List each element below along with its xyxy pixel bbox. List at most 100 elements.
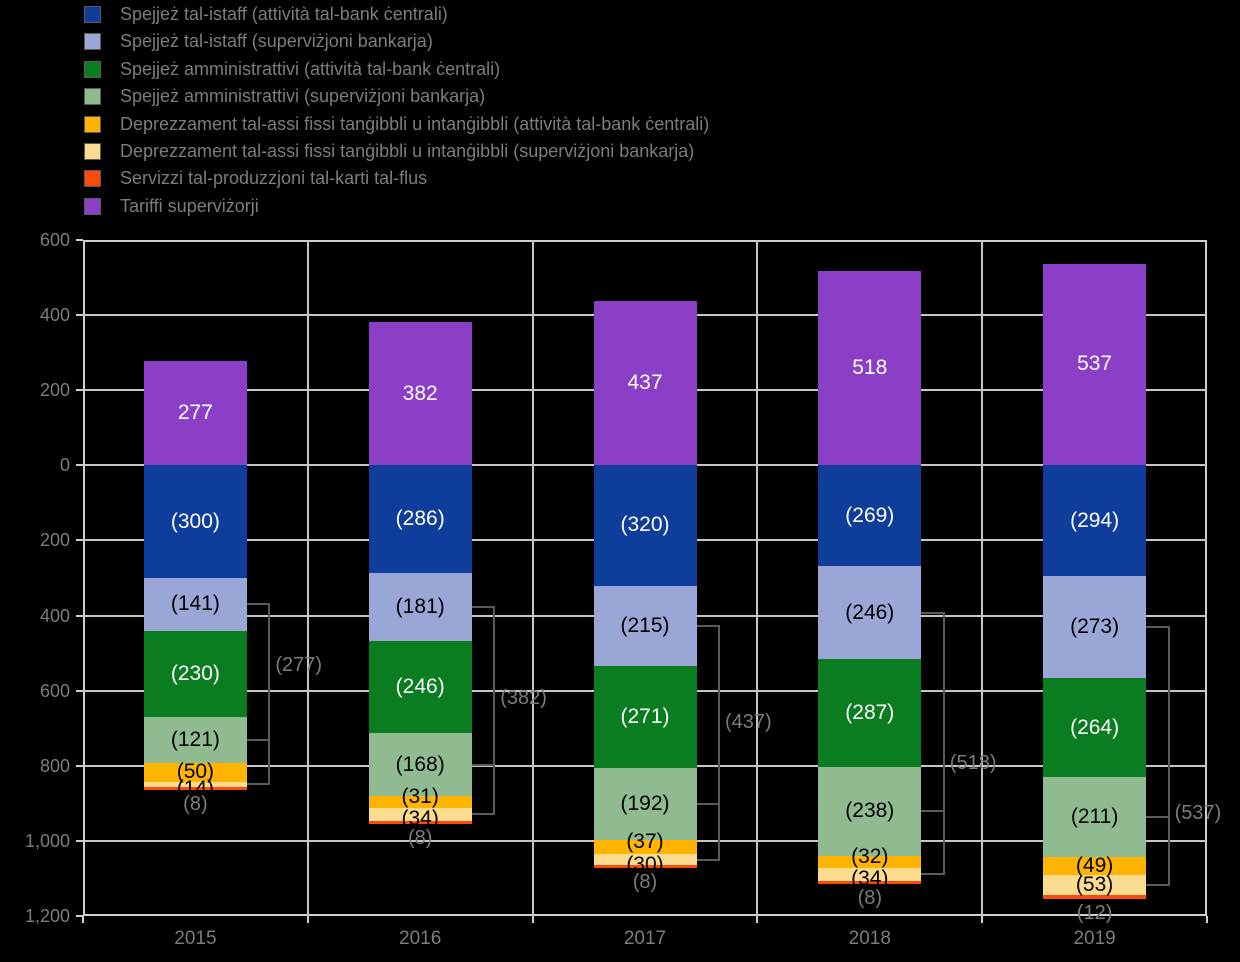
bar-segment	[818, 465, 922, 567]
x-category-label: 2018	[848, 928, 891, 949]
bar-segment	[1043, 678, 1147, 778]
bar-value-label: (8)	[407, 826, 433, 849]
bar-value-label: (8)	[632, 871, 658, 894]
bar-segment	[368, 796, 472, 808]
bar-value-label: (286)	[395, 507, 445, 531]
bar-value-label: 537	[1077, 352, 1113, 376]
bar-value-label: (246)	[395, 674, 445, 698]
bar-value-label: (14)	[176, 777, 215, 801]
bracket-leader-line	[1146, 816, 1169, 819]
bar-value-label: (320)	[620, 513, 670, 537]
legend-item-label: Spejjeż amministrattivi (superviżjoni ba…	[120, 86, 486, 106]
legend-color-swatch-icon	[84, 143, 101, 160]
bracket-leader-line	[696, 803, 719, 806]
bar-value-label: 382	[402, 381, 438, 405]
gridline-vertical	[531, 240, 534, 916]
legend-color-swatch-icon	[84, 6, 101, 23]
bar-segment	[1043, 575, 1147, 679]
bar-value-label: (230)	[170, 662, 220, 686]
bar-value-label: (30)	[626, 852, 664, 876]
bracket-total-label: (437)	[725, 711, 772, 733]
bracket-leader-line	[471, 605, 495, 608]
bar-value-label: (181)	[395, 594, 445, 618]
bracket-spine-line	[493, 605, 496, 816]
bar-value-label: (121)	[170, 728, 220, 752]
gridline-vertical	[756, 240, 759, 916]
y-axis-tick	[76, 314, 83, 317]
legend-color-swatch-icon	[84, 116, 101, 133]
bar-value-label: (211)	[1070, 805, 1119, 829]
legend-item-label: Spejjeż tal-istaff (superviżjoni bankarj…	[120, 31, 433, 51]
legend-color-swatch-icon	[84, 170, 101, 187]
bar-segment	[368, 321, 472, 466]
y-axis-tick-label: 600	[39, 680, 70, 701]
bracket-total-label: (277)	[275, 654, 323, 676]
bar-segment	[593, 666, 697, 769]
bracket-leader-line	[246, 783, 270, 786]
y-axis-tick-label: 0	[59, 455, 70, 476]
bar-value-label: 277	[177, 401, 213, 425]
bar-segment	[368, 572, 472, 641]
legend-item-label: Spejjeż tal-istaff (attività tal-bank ċe…	[120, 4, 448, 24]
bar-segment	[368, 807, 472, 821]
bracket-leader-line	[471, 813, 495, 816]
y-axis-tick	[76, 689, 83, 692]
x-axis-tick	[82, 916, 84, 923]
bar-segment	[143, 762, 247, 782]
bracket-total-label: (537)	[1174, 802, 1222, 824]
bar-value-label: (287)	[845, 700, 895, 724]
plot-area	[83, 240, 1207, 916]
bar-value-label: (168)	[395, 752, 445, 776]
bar-segment	[818, 855, 922, 868]
x-category-label: 2015	[174, 928, 217, 949]
bar-segment	[1043, 875, 1147, 895]
bar-segment	[1043, 465, 1147, 576]
bracket-leader-line	[696, 624, 719, 627]
bar-value-label: (31)	[401, 785, 439, 809]
bar-value-label: (264)	[1070, 715, 1120, 739]
bar-segment	[143, 717, 247, 763]
y-axis-tick	[76, 614, 83, 617]
bar-value-label: (49)	[1075, 853, 1114, 877]
legend-color-swatch-icon	[84, 198, 101, 215]
bar-segment	[143, 781, 247, 787]
bar-segment	[593, 465, 697, 586]
bar-segment	[593, 854, 697, 866]
bar-segment	[1043, 894, 1147, 900]
y-axis-tick	[76, 539, 83, 542]
bar-segment	[368, 820, 472, 824]
y-axis-tick	[76, 464, 83, 467]
bracket-spine-line	[268, 603, 271, 786]
bar-value-label: 518	[852, 356, 888, 380]
legend-item-label: Servizzi tal-produzzjoni tal-karti tal-f…	[120, 168, 428, 188]
x-axis-tick	[306, 916, 309, 923]
y-axis-tick-label: 1,200	[24, 906, 70, 926]
bar-segment	[368, 465, 472, 573]
legend-item-label: Deprezzament tal-assi fissi tanġibbli u …	[120, 114, 710, 134]
x-axis-tick	[1206, 916, 1208, 923]
legend-color-swatch-icon	[84, 88, 101, 105]
bar-value-label: 437	[627, 371, 663, 395]
bar-segment	[143, 465, 247, 578]
y-axis-tick-label: 1,000	[24, 830, 70, 851]
legend-item-label: Spejjeż amministrattivi (attività tal-ba…	[120, 59, 501, 79]
bar-value-label: (192)	[620, 792, 670, 816]
bar-value-label: (8)	[183, 792, 208, 815]
y-axis-tick-label: 800	[39, 755, 70, 776]
x-category-label: 2017	[623, 928, 667, 949]
bar-value-label: (32)	[851, 844, 889, 868]
bar-value-label: (53)	[1075, 873, 1114, 897]
bar-segment	[1043, 777, 1147, 857]
bar-value-label: (12)	[1076, 902, 1113, 925]
y-axis-tick	[76, 764, 83, 767]
bar-value-label: (246)	[845, 600, 895, 624]
y-axis-tick	[76, 839, 83, 842]
bracket-leader-line	[246, 603, 270, 606]
bar-value-label: (34)	[851, 867, 889, 891]
bar-segment	[368, 733, 472, 797]
gridline-vertical	[981, 240, 984, 916]
bracket-spine-line	[1167, 626, 1170, 886]
x-axis-tick	[756, 916, 759, 923]
